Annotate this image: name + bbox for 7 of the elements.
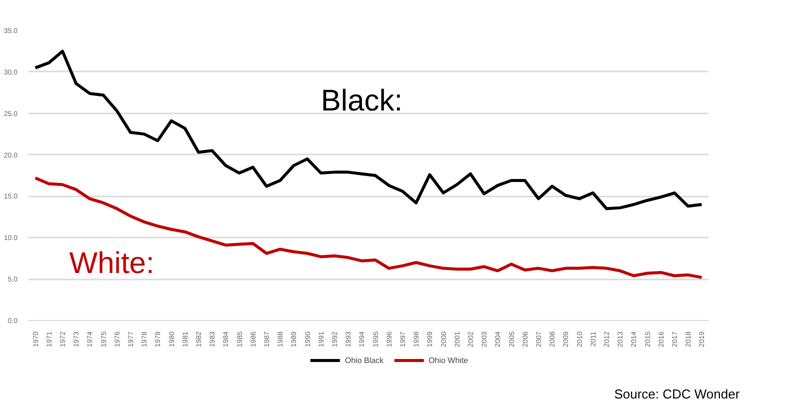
legend-label: Ohio Black	[344, 356, 384, 364]
source-note: Source: CDC Wonder	[614, 386, 740, 402]
annotation: Black:	[320, 84, 403, 118]
annotation: White:	[69, 246, 154, 280]
legend-label: Ohio White	[428, 356, 468, 364]
line-series	[34, 176, 704, 279]
line-series	[34, 50, 704, 210]
